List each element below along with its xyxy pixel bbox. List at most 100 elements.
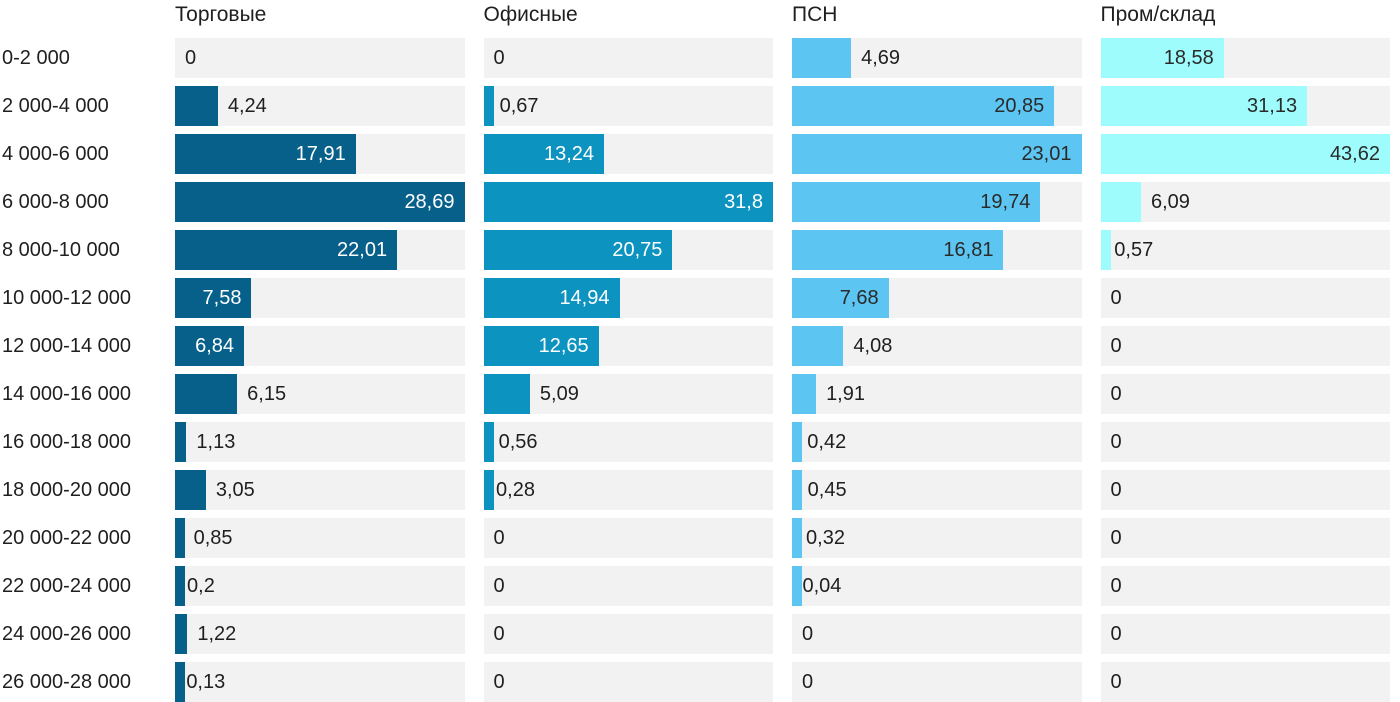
bar-track: 6,09: [1100, 182, 1390, 222]
bar: [792, 38, 851, 78]
bar-value-label: 17,91: [295, 142, 346, 165]
bar-value-label: 6,15: [247, 382, 287, 405]
bar-track: 23,01: [792, 134, 1082, 174]
bar-value-label: 0,45: [807, 478, 847, 501]
bar-track: 31,8: [483, 182, 773, 222]
bar-value-label: 0: [1110, 622, 1122, 645]
bar-value-label: 3,05: [215, 478, 255, 501]
category-label: 0-2 000: [2, 47, 70, 69]
bar-value-label: 0: [802, 670, 814, 693]
bar-track: 17,91: [175, 134, 465, 174]
bar: 17,91: [175, 134, 356, 174]
bar-track: 0: [792, 614, 1082, 654]
bar-track: 0: [483, 518, 773, 558]
category-label: 12 000-14 000: [2, 335, 132, 357]
bar-value-label: 14,94: [559, 286, 610, 309]
category-label: 24 000-26 000: [2, 623, 132, 645]
bar-value-label: 1,13: [196, 430, 236, 453]
bar-track: 3,05: [175, 470, 465, 510]
bar-track: 16,81: [792, 230, 1082, 270]
bar-track: 1,13: [175, 422, 465, 462]
bar: [792, 422, 802, 462]
bar-track: 7,58: [175, 278, 465, 318]
bar: [175, 470, 206, 510]
column-header-retail: Торговые: [175, 3, 267, 26]
bar-value-label: 0: [493, 46, 505, 69]
category-label: 6 000-8 000: [2, 191, 109, 213]
bar-track: 1,91: [792, 374, 1082, 414]
bar-value-label: 0: [493, 622, 505, 645]
bar-value-label: 5,09: [539, 382, 579, 405]
bar: 20,85: [792, 86, 1055, 126]
column-header-psn: ПСН: [792, 3, 838, 26]
bar-track: 7,68: [792, 278, 1082, 318]
category-label: 20 000-22 000: [2, 527, 132, 549]
bar-track: 0,67: [483, 86, 773, 126]
bar-track: 6,84: [175, 326, 465, 366]
bar-track: 0: [1100, 518, 1390, 558]
bar-track: 0: [792, 662, 1082, 702]
bar-track: 5,09: [483, 374, 773, 414]
bar: 13,24: [483, 134, 605, 174]
bar-value-label: 0: [1110, 430, 1122, 453]
bar-value-label: 0: [493, 670, 505, 693]
bar-track: 0: [483, 614, 773, 654]
bar-track: 0: [1100, 614, 1390, 654]
bar: [483, 374, 530, 414]
bar-track: 0: [1100, 374, 1390, 414]
bar-value-label: 0,85: [193, 526, 233, 549]
bar-value-label: 43,62: [1329, 142, 1380, 165]
bar-track: 19,74: [792, 182, 1082, 222]
bar: 31,13: [1100, 86, 1308, 126]
bar-track: 0: [175, 38, 465, 78]
bar-track: 0,57: [1100, 230, 1390, 270]
bar-value-label: 0: [1110, 478, 1122, 501]
bar: 28,69: [175, 182, 465, 222]
bar: [792, 326, 844, 366]
bar-value-label: 1,22: [197, 622, 237, 645]
bar-value-label: 0,42: [807, 430, 847, 453]
bar: 7,68: [792, 278, 889, 318]
bar: [175, 86, 218, 126]
bar: [1100, 230, 1111, 270]
bar: [175, 614, 188, 654]
bar: [175, 374, 238, 414]
bar-value-label: 0: [185, 46, 197, 69]
bar-value-label: 0: [1110, 286, 1122, 309]
bar-track: 28,69: [175, 182, 465, 222]
bar-value-label: 0: [1110, 670, 1122, 693]
bar: [175, 422, 187, 462]
bar-value-label: 0,28: [496, 478, 535, 501]
bar: 16,81: [792, 230, 1004, 270]
bar: [483, 86, 494, 126]
bar-value-label: 0,13: [186, 670, 226, 693]
bar-track: 20,75: [483, 230, 773, 270]
bar-track: 0,04: [792, 566, 1082, 606]
bar: 22,01: [175, 230, 398, 270]
bar: [175, 662, 185, 702]
bar: 43,62: [1100, 134, 1390, 174]
bar: [483, 422, 494, 462]
bar-track: 0: [1100, 662, 1390, 702]
bar-value-label: 6,09: [1150, 190, 1190, 213]
bar: [1100, 182, 1141, 222]
bar-track: 6,15: [175, 374, 465, 414]
bar-value-label: 28,69: [404, 190, 455, 213]
bar-value-label: 13,24: [543, 142, 595, 165]
bar: 18,58: [1100, 38, 1224, 78]
bar-track: 0,13: [175, 662, 465, 702]
bar-value-label: 7,58: [202, 286, 242, 309]
category-label: 10 000-12 000: [2, 287, 132, 309]
bar: [792, 566, 802, 606]
bar-value-label: 0,56: [498, 430, 538, 453]
bar-value-label: 20,85: [994, 94, 1045, 117]
bar-track: 0,45: [792, 470, 1082, 510]
bar-value-label: 1,91: [826, 382, 865, 405]
bar-value-label: 18,58: [1163, 46, 1214, 69]
bar-value-label: 0,04: [802, 574, 842, 597]
bar-track: 0: [483, 566, 773, 606]
category-label: 26 000-28 000: [2, 671, 132, 693]
bar-value-label: 0: [1110, 574, 1122, 597]
bar: 31,8: [483, 182, 773, 222]
bar-value-label: 6,84: [195, 334, 235, 357]
